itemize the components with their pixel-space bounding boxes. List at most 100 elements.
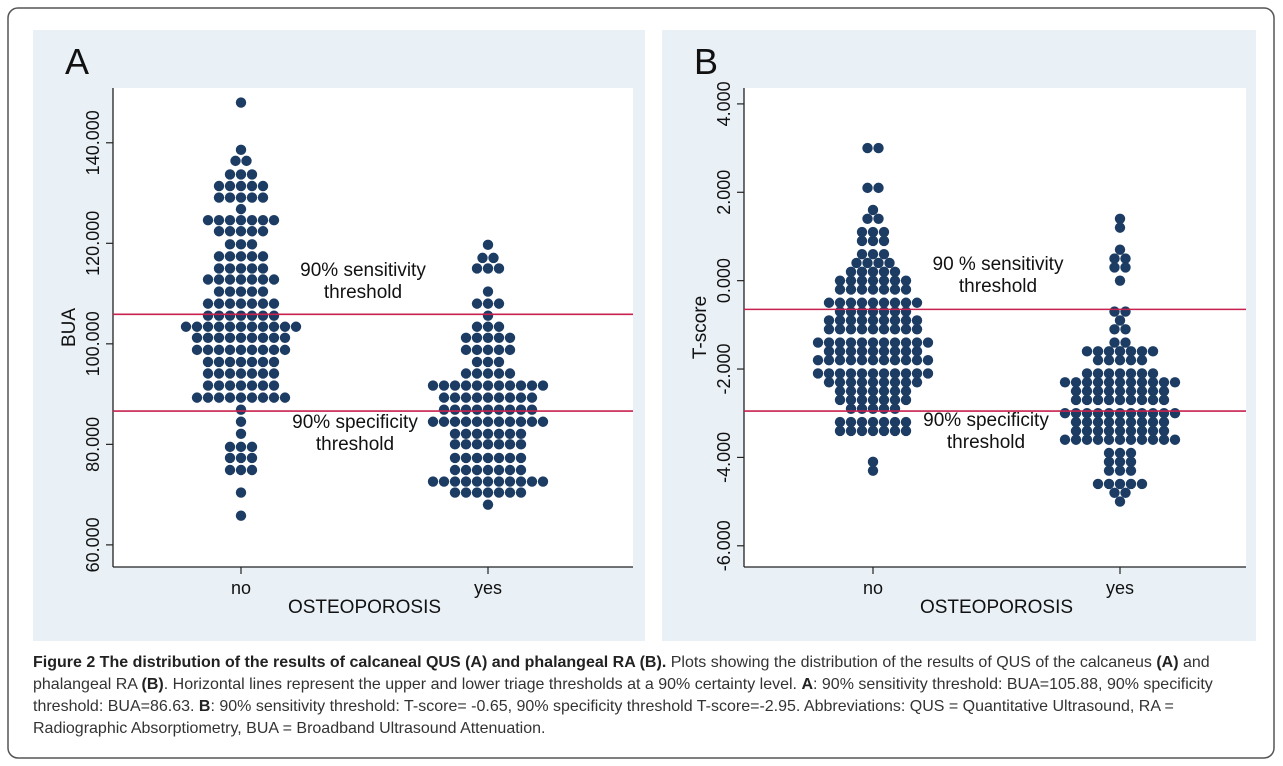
dot	[1169, 434, 1181, 445]
dot	[482, 332, 494, 344]
dot	[878, 354, 890, 366]
dot	[889, 297, 901, 308]
dot	[213, 356, 225, 368]
dot	[1103, 456, 1115, 468]
dot	[878, 324, 890, 335]
dot	[1070, 416, 1082, 428]
dot	[471, 476, 483, 487]
dot	[922, 337, 934, 348]
dot	[873, 182, 884, 194]
caption-segment: . Horizontal lines represent the upper a…	[163, 676, 802, 693]
dot	[246, 298, 258, 309]
dot	[889, 337, 901, 348]
dot	[235, 332, 247, 344]
dot	[856, 297, 868, 308]
dot	[911, 354, 923, 366]
dot	[867, 226, 879, 238]
dot	[213, 192, 225, 203]
dot	[911, 346, 923, 357]
dot	[867, 425, 879, 437]
dot	[867, 248, 879, 260]
dot	[1125, 385, 1137, 397]
dot	[834, 297, 846, 308]
dot	[482, 344, 494, 356]
dot	[834, 315, 846, 326]
dot	[202, 274, 214, 285]
dot	[834, 368, 846, 379]
dot	[290, 321, 302, 332]
dot	[224, 356, 236, 368]
dot	[812, 337, 824, 348]
dot	[911, 377, 923, 388]
dot	[856, 266, 868, 278]
dot	[867, 456, 879, 468]
dot	[235, 251, 247, 262]
dot	[867, 266, 879, 278]
dot	[438, 416, 450, 427]
dot	[1136, 434, 1148, 445]
dot	[471, 464, 483, 476]
dot	[1109, 324, 1120, 335]
dot	[1136, 354, 1148, 366]
dot	[493, 464, 505, 476]
dot	[856, 337, 868, 348]
dot	[235, 487, 247, 498]
dot	[449, 428, 461, 440]
dot	[257, 263, 269, 274]
dot	[834, 377, 846, 388]
dot	[246, 464, 258, 476]
dot	[1092, 368, 1104, 379]
dot	[856, 284, 868, 295]
dot	[834, 337, 846, 348]
dot	[900, 354, 912, 366]
caption-segment: (A)	[1156, 654, 1179, 671]
dot	[449, 404, 461, 415]
dot	[867, 284, 879, 295]
dot	[213, 214, 225, 226]
dot	[834, 394, 846, 406]
dot	[268, 356, 280, 368]
dot	[257, 310, 269, 321]
dot	[202, 298, 214, 309]
caption: Figure 2 The distribution of the results…	[33, 652, 1255, 740]
dot	[823, 354, 835, 366]
y-tick-label: 2.000	[714, 170, 734, 215]
dot	[246, 169, 258, 180]
dot	[180, 321, 192, 332]
dot	[1103, 465, 1115, 476]
dot	[504, 428, 516, 440]
dot	[845, 266, 857, 278]
dot	[856, 403, 868, 415]
dot	[856, 226, 868, 238]
dot	[235, 226, 247, 237]
dot	[504, 344, 516, 356]
caption-segment: and phalangeal RA	[33, 654, 1210, 693]
dot	[1109, 262, 1120, 273]
dot	[246, 356, 258, 368]
dot	[867, 204, 879, 216]
dot	[878, 284, 890, 295]
dot	[257, 180, 269, 192]
y-axis-label: BUA	[59, 308, 80, 347]
dot	[471, 439, 483, 450]
dot	[1109, 306, 1120, 317]
annotation: threshold	[947, 432, 1025, 453]
dot	[1114, 496, 1126, 507]
dot	[1092, 377, 1104, 388]
dot	[504, 452, 516, 464]
dot	[449, 487, 461, 498]
dot	[460, 392, 472, 403]
dot	[504, 332, 516, 344]
dot	[471, 368, 483, 379]
dot	[845, 368, 857, 379]
dot	[1109, 337, 1120, 348]
dot	[257, 321, 269, 332]
y-tick-label: -4.000	[714, 432, 734, 483]
dot	[493, 428, 505, 440]
dot	[856, 275, 868, 286]
dot	[235, 344, 247, 356]
dot	[230, 155, 241, 167]
dot	[900, 368, 912, 379]
dot	[900, 275, 912, 286]
caption-segment: A	[801, 676, 813, 693]
